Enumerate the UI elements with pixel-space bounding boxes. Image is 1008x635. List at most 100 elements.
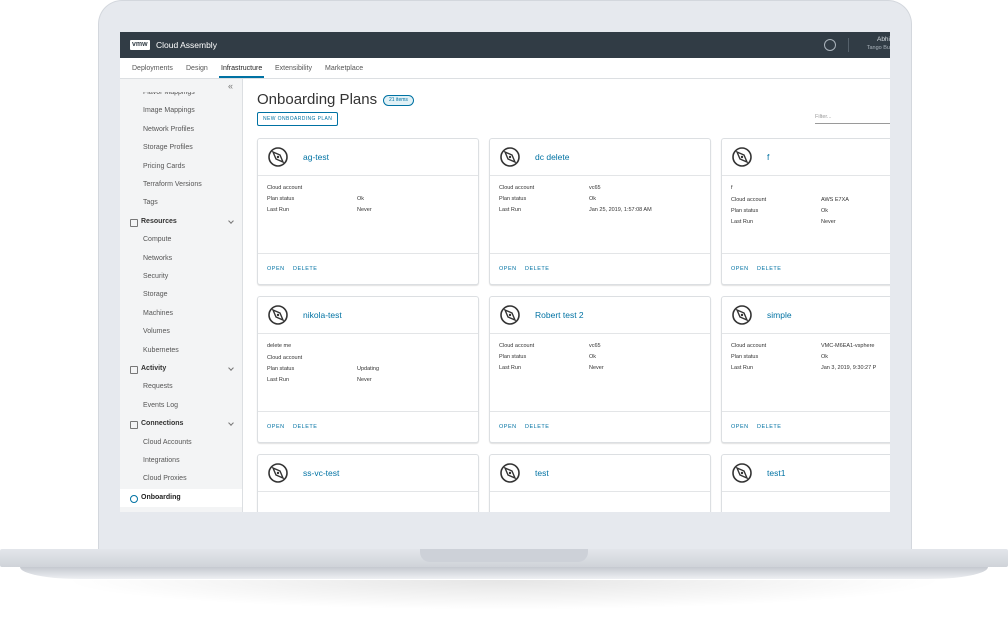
plan-name[interactable]: ag-test (303, 152, 329, 162)
sidebar-item[interactable]: Events Log (120, 397, 242, 415)
card-divider (722, 411, 890, 412)
sidebar-item[interactable]: Network Profiles (120, 121, 242, 139)
field-value: Ok (821, 208, 829, 214)
sidebar-item[interactable]: Security (120, 268, 242, 286)
field-label: Cloud account (267, 355, 303, 361)
field-label: Last Run (499, 207, 522, 213)
sidebar-item[interactable]: Networks (120, 250, 242, 268)
new-button[interactable]: NEW ONBOARDING PLAN (257, 112, 339, 126)
plan-card[interactable]: ag-test Cloud account Plan status Ok Last Ru… (257, 138, 479, 285)
field-value: AWS E7XA (821, 197, 849, 203)
field-value: Ok (589, 354, 597, 360)
nav-tab[interactable]: Extensibility (275, 65, 312, 72)
plan-name[interactable]: dc delete (535, 152, 570, 162)
sidebar-item[interactable]: Requests (120, 378, 242, 396)
card-action[interactable]: DELETE (525, 266, 550, 272)
plan-card[interactable]: f f Cloud account AWS E7XA Plan status Ok Last… (721, 138, 890, 285)
sidebar-item[interactable]: Kubernetes (120, 342, 242, 360)
plan-card[interactable]: dc delete Cloud account vc65 Plan status Ok L… (489, 138, 711, 285)
nav-tab[interactable]: Infrastructure (221, 65, 263, 72)
plan-card[interactable]: testOPENDELETE (489, 454, 711, 512)
sidebar-item[interactable]: Integrations (120, 452, 242, 470)
sidebar-item[interactable]: Image Mappings (120, 102, 242, 120)
card-divider (490, 333, 710, 334)
sidebar-icon (130, 218, 138, 227)
card-divider (722, 491, 890, 492)
field-value: Jan 25, 2019, 1:57:08 AM (589, 207, 652, 213)
card-divider (490, 491, 710, 492)
plan-card[interactable]: test1OPENDELETE (721, 454, 890, 512)
sidebar-section[interactable]: Activity (120, 360, 242, 378)
help-icon[interactable] (824, 39, 836, 51)
field-value: Never (357, 377, 372, 383)
collapse-button[interactable]: « (228, 81, 234, 91)
card-action[interactable]: OPEN (731, 424, 749, 430)
plan-card[interactable]: ss-vc-testOPENDELETE (257, 454, 479, 512)
card-action[interactable]: OPEN (731, 266, 749, 272)
sidebar-label: Connections (141, 420, 184, 428)
card-action[interactable]: OPEN (267, 424, 285, 430)
sidebar-label: Machines (143, 309, 173, 317)
plan-name[interactable]: simple (767, 310, 792, 320)
nav-tab[interactable]: Marketplace (325, 65, 364, 72)
plan-icon (732, 463, 752, 483)
sidebar-section[interactable]: Resources (120, 213, 242, 231)
card-divider (258, 333, 478, 334)
plan-icon (732, 305, 752, 325)
card-action[interactable]: OPEN (499, 266, 517, 272)
sidebar-item[interactable]: Onboarding (120, 488, 242, 507)
header-divider (848, 38, 849, 52)
sidebar-item[interactable]: Terraform Versions (120, 176, 242, 194)
sidebar-item[interactable]: Machines (120, 305, 242, 323)
sidebar-label: Networks (143, 254, 173, 262)
plan-icon (732, 147, 752, 167)
sidebar-item[interactable]: Compute (120, 231, 242, 249)
plan-name[interactable]: test1 (767, 468, 786, 478)
plan-name[interactable]: nikola-test (303, 310, 342, 320)
card-action[interactable]: DELETE (757, 424, 782, 430)
sidebar-label: Onboarding (141, 493, 181, 501)
sidebar-item[interactable]: Cloud Proxies (120, 470, 242, 488)
nav-tab[interactable]: Deployments (132, 65, 173, 72)
screen: vmw Cloud Assembly Abhi Tango Bu Deploym… (120, 32, 890, 512)
card-action[interactable]: DELETE (293, 266, 318, 272)
card-action[interactable]: DELETE (293, 424, 318, 430)
field-value: vc65 (589, 185, 601, 191)
plan-name[interactable]: f (767, 152, 770, 162)
card-action[interactable]: OPEN (499, 424, 517, 430)
sidebar-item[interactable]: Storage Profiles (120, 139, 242, 157)
plan-icon (500, 147, 520, 167)
sidebar-item[interactable]: Storage (120, 286, 242, 304)
plan-card[interactable]: nikola-test delete me Cloud account Plan st… (257, 296, 479, 443)
sidebar-label: Cloud Accounts (143, 438, 192, 446)
card-divider (722, 175, 890, 176)
sidebar-item[interactable]: Cloud Accounts (120, 434, 242, 452)
field-label: Cloud account (267, 185, 303, 191)
sidebar-item[interactable]: Pricing Cards (120, 158, 242, 176)
field-value: Ok (357, 196, 365, 202)
card-divider (490, 253, 710, 254)
filter-input[interactable]: Filter... (815, 112, 890, 124)
plan-card[interactable]: Robert test 2 Cloud account vc65 Plan statu… (489, 296, 711, 443)
sidebar-section[interactable]: Connections (120, 415, 242, 433)
field-value: Ok (589, 196, 597, 202)
card-action[interactable]: OPEN (267, 266, 285, 272)
user-menu[interactable]: Abhi Tango Bu (855, 32, 890, 58)
plan-card[interactable]: simple Cloud account VMC-M6EA1-vsphere Plan… (721, 296, 890, 443)
field-label: Last Run (731, 365, 754, 371)
sidebar-item[interactable]: Volumes (120, 323, 242, 341)
sidebar-label: Resources (141, 217, 177, 225)
field-label: Cloud account (499, 185, 535, 191)
nav-tab[interactable]: Design (186, 65, 208, 72)
plan-name[interactable]: Robert test 2 (535, 310, 584, 320)
sidebar-label: Security (143, 273, 169, 280)
plan-name[interactable]: test (535, 468, 549, 478)
sidebar-item[interactable]: Flavor Mappings (120, 92, 242, 102)
card-action[interactable]: DELETE (525, 424, 550, 430)
sidebar-label: Events Log (143, 401, 179, 409)
plan-name[interactable]: ss-vc-test (303, 468, 340, 478)
card-action[interactable]: DELETE (757, 266, 782, 272)
sidebar-item[interactable]: Tags (120, 194, 242, 212)
sidebar-label: Integrations (143, 457, 180, 464)
